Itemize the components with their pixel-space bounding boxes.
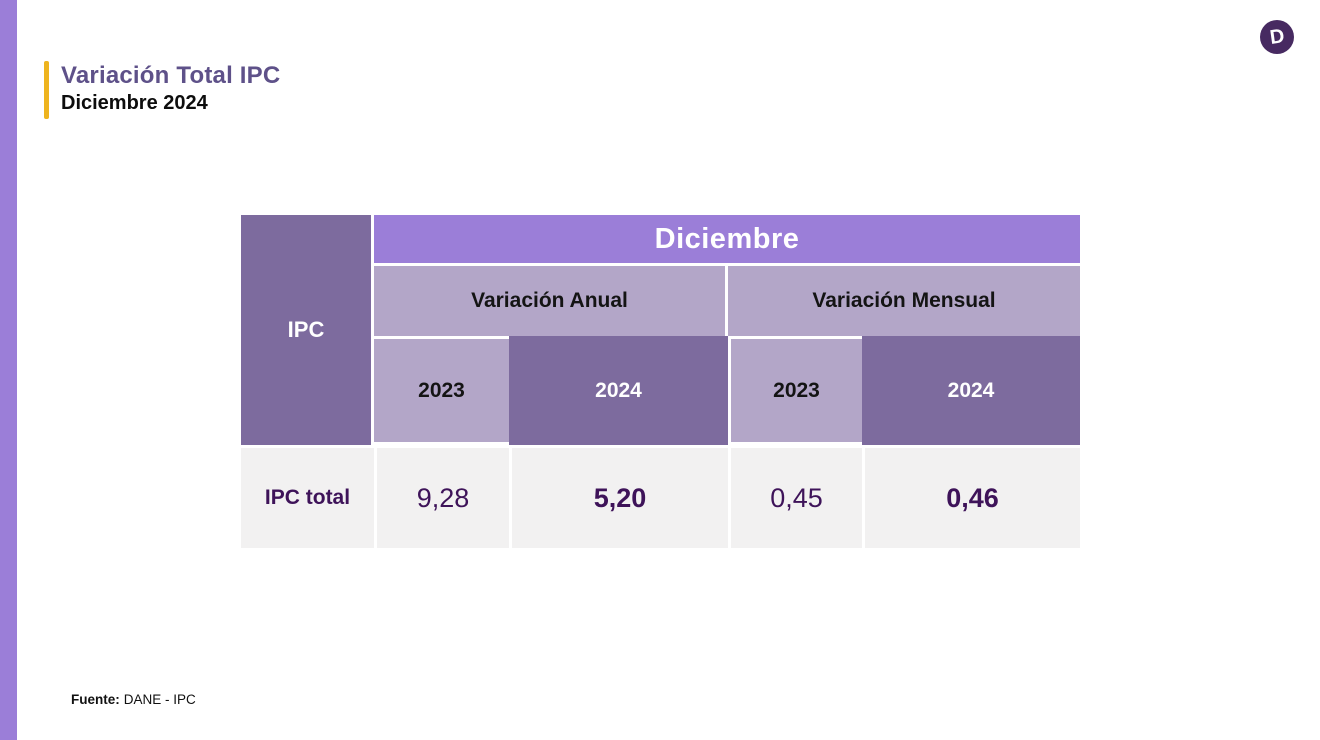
table-group-header-monthly: Variación Mensual (728, 266, 1080, 336)
table-month-header: Diciembre (374, 215, 1080, 266)
source-label: Fuente: (71, 692, 120, 707)
table-group-header-annual: Variación Anual (374, 266, 728, 336)
table-year-header-monthly-2023: 2023 (728, 336, 862, 445)
table-year-header-annual-2024: 2024 (509, 336, 728, 445)
slide-left-accent-bar (0, 0, 17, 740)
dane-logo-letter: D (1268, 25, 1286, 49)
ipc-variation-table: IPC Diciembre Variación Anual Variación … (241, 215, 1080, 548)
source-value: DANE - IPC (123, 692, 196, 707)
source-note: Fuente: DANE - IPC (71, 692, 196, 707)
table-year-header-monthly-2024: 2024 (862, 336, 1080, 445)
table-row-label: IPC total (241, 445, 374, 548)
table-value-annual-2023: 9,28 (374, 445, 509, 548)
title-accent-bar (44, 61, 49, 119)
page-title: Variación Total IPC (61, 62, 281, 89)
table-corner-header: IPC (241, 215, 374, 445)
table-value-monthly-2024: 0,46 (862, 445, 1080, 548)
table-year-header-annual-2023: 2023 (374, 336, 509, 445)
page-subtitle: Diciembre 2024 (61, 92, 208, 114)
table-value-annual-2024: 5,20 (509, 445, 728, 548)
dane-logo: D (1260, 20, 1294, 54)
table-value-monthly-2023: 0,45 (728, 445, 862, 548)
